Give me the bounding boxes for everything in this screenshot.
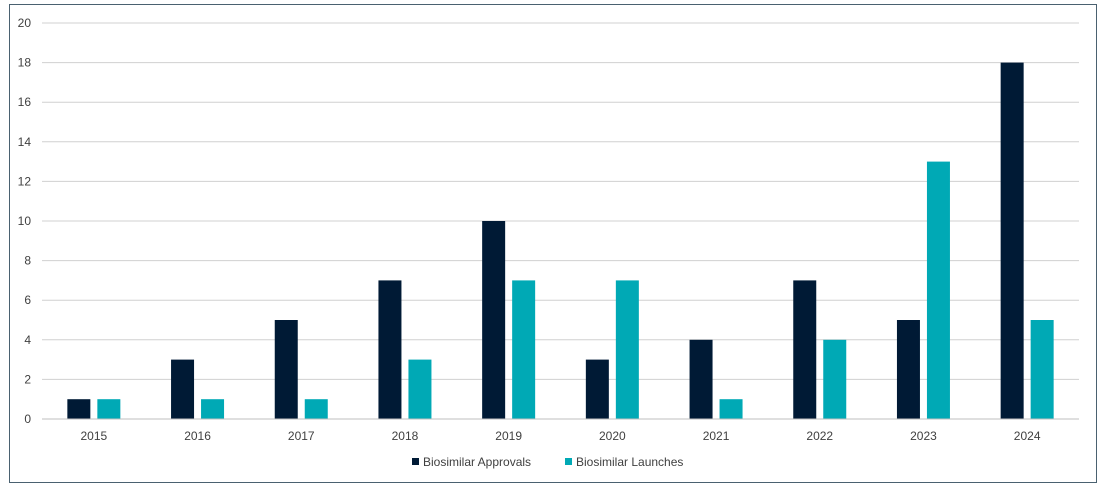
legend: Biosimilar Approvals Biosimilar Launches <box>412 455 683 469</box>
bar-approvals-2019 <box>482 221 506 419</box>
y-tick-label: 8 <box>24 254 31 268</box>
bar-approvals-2020 <box>585 359 609 419</box>
x-tick-label: 2024 <box>1014 429 1041 443</box>
bar-approvals-2015 <box>67 399 91 419</box>
x-tick-label: 2021 <box>703 429 730 443</box>
x-tick-label: 2022 <box>806 429 833 443</box>
x-tick-label: 2023 <box>910 429 937 443</box>
bar-approvals-2024 <box>1000 62 1024 419</box>
y-tick-label: 18 <box>18 56 32 70</box>
x-tick-label: 2019 <box>495 429 522 443</box>
x-tick-label: 2017 <box>288 429 315 443</box>
y-tick-label: 10 <box>18 214 32 228</box>
x-tick-label: 2015 <box>80 429 107 443</box>
bar-launches-2016 <box>201 399 225 419</box>
bar-approvals-2021 <box>689 339 713 419</box>
legend-swatch <box>565 458 572 465</box>
bar-approvals-2018 <box>378 280 402 419</box>
bar-launches-2023 <box>926 161 950 419</box>
legend-swatch <box>412 458 419 465</box>
y-tick-label: 4 <box>24 333 31 347</box>
y-tick-label: 2 <box>24 372 31 386</box>
x-tick-label: 2020 <box>599 429 626 443</box>
y-tick-label: 20 <box>18 16 32 30</box>
y-tick-label: 14 <box>18 135 32 149</box>
gridlines <box>42 22 1079 380</box>
y-tick-label: 16 <box>18 95 32 109</box>
bar-launches-2015 <box>97 399 121 419</box>
bar-approvals-2017 <box>274 320 298 419</box>
y-axis-ticks: 0 2 4 6 8 10 12 14 16 18 20 <box>18 16 32 426</box>
x-tick-label: 2016 <box>184 429 211 443</box>
legend-label: Biosimilar Approvals <box>423 455 531 469</box>
x-axis-ticks: 2015 2016 2017 2018 2019 2020 2021 2022 2023 2024 <box>80 429 1040 443</box>
y-tick-label: 6 <box>24 293 31 307</box>
bar-launches-2022 <box>823 339 847 419</box>
bar-launches-2017 <box>304 399 328 419</box>
bar-launches-2020 <box>615 280 639 419</box>
bar-approvals-2016 <box>171 359 195 419</box>
bar-launches-2024 <box>1030 320 1054 419</box>
bars <box>67 62 1054 419</box>
bar-launches-2019 <box>512 280 536 419</box>
legend-label: Biosimilar Launches <box>576 455 683 469</box>
bar-launches-2021 <box>719 399 743 419</box>
bar-approvals-2022 <box>793 280 817 419</box>
bar-launches-2018 <box>408 359 432 419</box>
bar-approvals-2023 <box>896 320 920 419</box>
x-tick-label: 2018 <box>392 429 419 443</box>
y-tick-label: 0 <box>24 412 31 426</box>
y-tick-label: 12 <box>18 174 32 188</box>
